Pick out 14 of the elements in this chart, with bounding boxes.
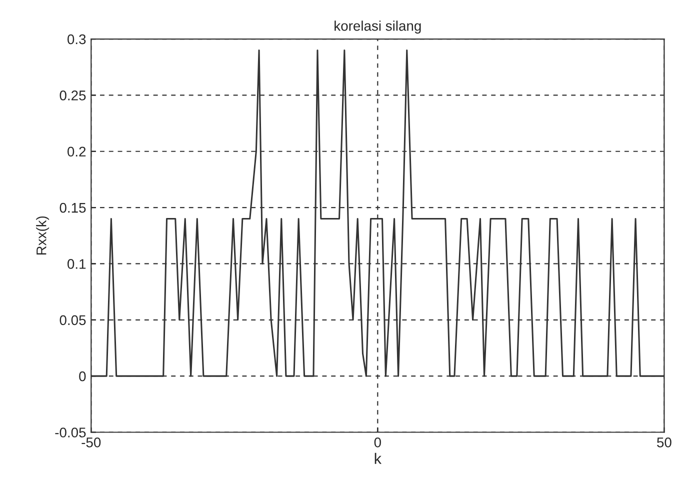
chart-title: korelasi silang xyxy=(334,20,421,34)
y-tick-label: -0.05 xyxy=(55,428,86,438)
y-tick-label: 0.2 xyxy=(68,146,86,157)
y-tick-label: 0.25 xyxy=(60,90,86,100)
x-tick-label: -50 xyxy=(82,437,101,448)
x-tick-label: 0 xyxy=(374,437,381,448)
y-tick-label: 0.05 xyxy=(60,315,86,326)
y-axis-title: Rxx(k) xyxy=(36,216,50,255)
y-tick-label: 0.15 xyxy=(60,202,86,213)
x-tick-label: 50 xyxy=(657,437,672,448)
y-tick-label: 0.1 xyxy=(68,259,86,269)
y-tick-label: 0 xyxy=(79,371,86,382)
y-tick-label: 0.3 xyxy=(68,34,86,44)
x-axis-title: k xyxy=(374,452,382,464)
